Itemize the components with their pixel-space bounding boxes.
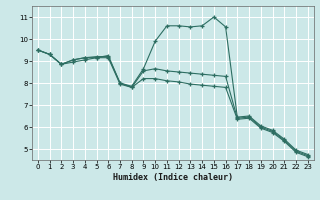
X-axis label: Humidex (Indice chaleur): Humidex (Indice chaleur): [113, 173, 233, 182]
